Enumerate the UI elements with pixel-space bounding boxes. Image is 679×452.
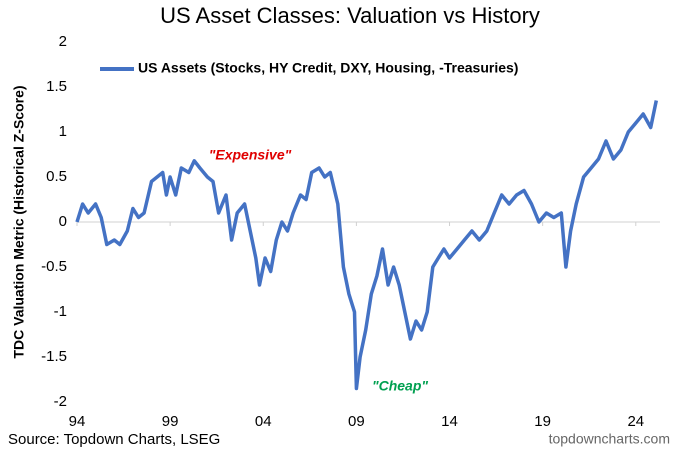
- y-tick-label: 0.5: [46, 168, 67, 185]
- y-tick-label: 1: [59, 123, 67, 140]
- series-line: [75, 100, 659, 391]
- x-tick-label: 24: [627, 413, 644, 430]
- x-tick-label: 94: [69, 413, 86, 430]
- annotation: "Expensive": [209, 147, 292, 163]
- y-tick-label: 2: [59, 33, 67, 50]
- legend-label: US Assets (Stocks, HY Credit, DXY, Housi…: [138, 60, 518, 76]
- annotation: "Cheap": [372, 378, 428, 394]
- y-tick-label: -0.5: [41, 258, 67, 275]
- x-tick-label: 09: [348, 413, 365, 430]
- x-tick-label: 14: [441, 413, 458, 430]
- chart-title: US Asset Classes: Valuation vs History: [160, 3, 540, 28]
- y-axis-label: TDC Valuation Metric (Historical Z-Score…: [11, 85, 27, 358]
- y-tick-label: -1.5: [41, 348, 67, 365]
- x-tick-label: 19: [534, 413, 551, 430]
- y-tick-label: 1.5: [46, 78, 67, 95]
- watermark: topdowncharts.com: [549, 431, 670, 447]
- x-tick-label: 04: [255, 413, 272, 430]
- x-tick-label: 99: [162, 413, 179, 430]
- y-tick-label: -1: [54, 303, 67, 320]
- y-tick-label: -2: [54, 393, 67, 410]
- source: Source: Topdown Charts, LSEG: [8, 431, 220, 448]
- y-tick-label: 0: [59, 213, 67, 230]
